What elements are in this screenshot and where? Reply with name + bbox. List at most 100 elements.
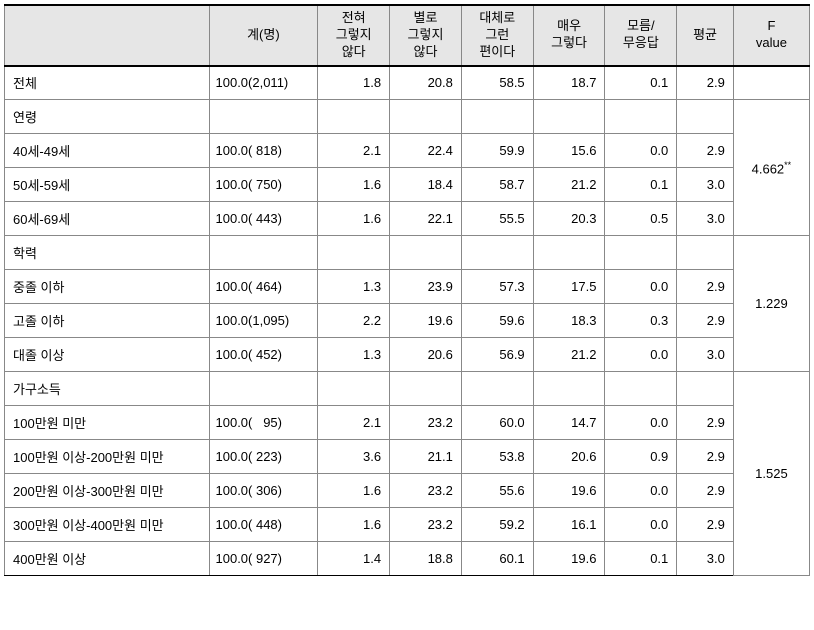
section-blank [605, 372, 677, 406]
row-v2: 23.2 [390, 508, 462, 542]
row-count: 100.0( 927) [209, 542, 318, 576]
section-blank [677, 100, 734, 134]
col-header-v2: 별로그렇지않다 [390, 5, 462, 66]
row-label: 중졸 이하 [5, 270, 210, 304]
row-avg: 3.0 [677, 202, 734, 236]
row-count: 100.0(1,095) [209, 304, 318, 338]
col-header-count: 계(명) [209, 5, 318, 66]
section-blank [318, 100, 390, 134]
row-v5: 0.0 [605, 406, 677, 440]
section-blank [461, 236, 533, 270]
row-v3: 55.5 [461, 202, 533, 236]
section-blank [677, 236, 734, 270]
row-v5: 0.3 [605, 304, 677, 338]
row-v3: 53.8 [461, 440, 533, 474]
row-v3: 60.1 [461, 542, 533, 576]
row-v2: 20.6 [390, 338, 462, 372]
row-v1: 1.4 [318, 542, 390, 576]
row-v5: 0.0 [605, 134, 677, 168]
row-v2: 22.1 [390, 202, 462, 236]
row-v2: 18.4 [390, 168, 462, 202]
section-blank [390, 100, 462, 134]
row-v4: 16.1 [533, 508, 605, 542]
row-v3: 59.6 [461, 304, 533, 338]
row-v1: 3.6 [318, 440, 390, 474]
col-header-v4: 매우그렇다 [533, 5, 605, 66]
row-label: 전체 [5, 66, 210, 100]
row-label: 300만원 이상-400만원 미만 [5, 508, 210, 542]
row-v3: 59.9 [461, 134, 533, 168]
row-v5: 0.9 [605, 440, 677, 474]
section-blank [209, 100, 318, 134]
col-header-label [5, 5, 210, 66]
row-v4: 19.6 [533, 542, 605, 576]
col-header-avg: 평균 [677, 5, 734, 66]
row-v5: 0.1 [605, 168, 677, 202]
row-v3: 56.9 [461, 338, 533, 372]
row-v1: 2.2 [318, 304, 390, 338]
col-header-v3: 대체로그런편이다 [461, 5, 533, 66]
section-blank [390, 236, 462, 270]
section-blank [209, 236, 318, 270]
row-label: 40세-49세 [5, 134, 210, 168]
section-blank [533, 236, 605, 270]
row-v4: 17.5 [533, 270, 605, 304]
row-v2: 21.1 [390, 440, 462, 474]
row-v5: 0.0 [605, 508, 677, 542]
row-v5: 0.0 [605, 270, 677, 304]
f-value: 1.525 [733, 372, 809, 576]
row-v2: 23.2 [390, 406, 462, 440]
survey-table: 계(명)전혀그렇지않다별로그렇지않다대체로그런편이다매우그렇다모름/무응답평균F… [4, 4, 810, 576]
row-v2: 23.9 [390, 270, 462, 304]
row-v3: 59.2 [461, 508, 533, 542]
row-count: 100.0( 448) [209, 508, 318, 542]
row-v5: 0.0 [605, 338, 677, 372]
row-avg: 2.9 [677, 406, 734, 440]
row-v1: 1.6 [318, 474, 390, 508]
row-v5: 0.1 [605, 542, 677, 576]
section-header: 가구소득 [5, 372, 210, 406]
row-label: 고졸 이하 [5, 304, 210, 338]
col-header-v5: 모름/무응답 [605, 5, 677, 66]
col-header-v1: 전혀그렇지않다 [318, 5, 390, 66]
row-v4: 21.2 [533, 338, 605, 372]
row-avg: 3.0 [677, 168, 734, 202]
row-v2: 23.2 [390, 474, 462, 508]
row-count: 100.0( 464) [209, 270, 318, 304]
row-count: 100.0( 306) [209, 474, 318, 508]
section-blank [677, 372, 734, 406]
row-v3: 55.6 [461, 474, 533, 508]
row-v5: 0.1 [605, 66, 677, 100]
row-v4: 18.7 [533, 66, 605, 100]
row-v2: 22.4 [390, 134, 462, 168]
row-avg: 2.9 [677, 474, 734, 508]
section-blank [461, 372, 533, 406]
row-v1: 1.6 [318, 168, 390, 202]
row-v3: 58.5 [461, 66, 533, 100]
row-count: 100.0(2,011) [209, 66, 318, 100]
section-blank [533, 100, 605, 134]
row-v3: 58.7 [461, 168, 533, 202]
row-v4: 20.6 [533, 440, 605, 474]
row-v1: 2.1 [318, 406, 390, 440]
col-header-fval: Fvalue [733, 5, 809, 66]
row-avg: 2.9 [677, 440, 734, 474]
row-label: 100만원 이상-200만원 미만 [5, 440, 210, 474]
row-v1: 1.3 [318, 270, 390, 304]
row-count: 100.0( 223) [209, 440, 318, 474]
row-v3: 57.3 [461, 270, 533, 304]
row-avg: 2.9 [677, 66, 734, 100]
row-avg: 2.9 [677, 304, 734, 338]
row-v5: 0.0 [605, 474, 677, 508]
row-label: 50세-59세 [5, 168, 210, 202]
row-count: 100.0( 750) [209, 168, 318, 202]
row-v1: 1.3 [318, 338, 390, 372]
row-v2: 18.8 [390, 542, 462, 576]
table-body: 전체100.0(2,011)1.820.858.518.70.12.9연령4.6… [5, 66, 810, 576]
row-v4: 21.2 [533, 168, 605, 202]
row-avg: 3.0 [677, 542, 734, 576]
row-label: 60세-69세 [5, 202, 210, 236]
section-blank [605, 100, 677, 134]
section-blank [318, 236, 390, 270]
row-label: 대졸 이상 [5, 338, 210, 372]
